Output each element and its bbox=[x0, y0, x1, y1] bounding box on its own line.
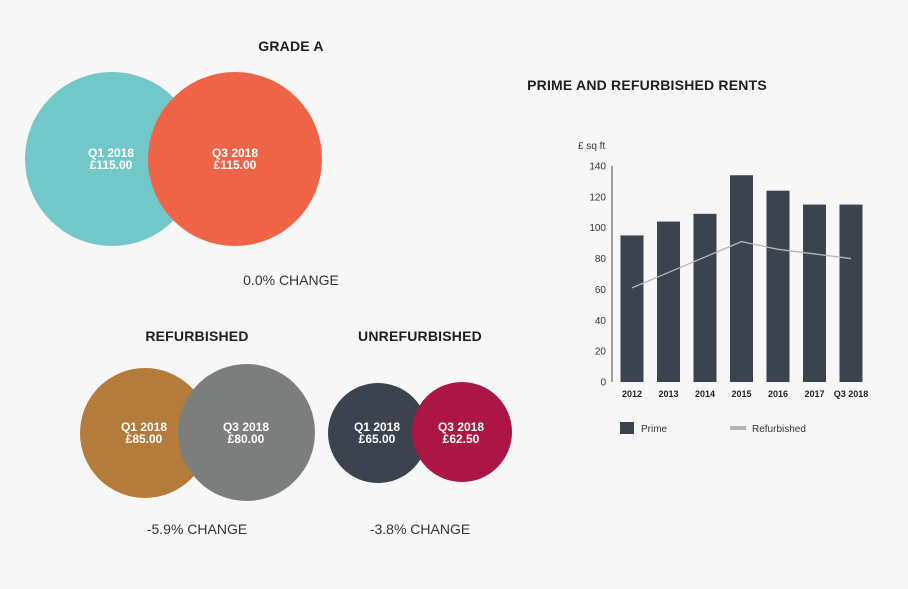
y-tick-label: 40 bbox=[595, 316, 607, 327]
refurbished-title: REFURBISHED bbox=[145, 328, 249, 344]
unrefurbished-q3-value: £62.50 bbox=[442, 432, 480, 446]
refurbished-line bbox=[631, 240, 852, 289]
y-tick-label: 140 bbox=[589, 162, 606, 173]
grade-a-q3-label: Q3 2018 £115.00 bbox=[212, 147, 258, 171]
grade-a-q3-circle bbox=[148, 72, 322, 246]
unrefurbished-q1-circle bbox=[328, 383, 428, 483]
x-tick-label: 2015 bbox=[731, 389, 751, 399]
x-tick-label: 2016 bbox=[768, 389, 788, 399]
prime-bar bbox=[839, 204, 863, 382]
y-tick-label: 0 bbox=[600, 378, 606, 389]
y-tick-label: 120 bbox=[589, 192, 606, 203]
refurbished-q1-label: Q1 2018 £85.00 bbox=[121, 421, 167, 445]
prime-bar bbox=[803, 204, 826, 382]
refurbished-q1-period: Q1 2018 bbox=[120, 420, 168, 434]
refurbished-q3-period: Q3 2018 bbox=[222, 420, 270, 434]
unrefurbished-q1-label: Q1 2018 £65.00 bbox=[354, 421, 400, 445]
unrefurbished-q1-value: £65.00 bbox=[358, 432, 396, 446]
unrefurbished-q3-circle bbox=[412, 382, 512, 482]
grade-a-q3-period: Q3 2018 bbox=[211, 146, 259, 160]
unrefurbished-title: UNREFURBISHED bbox=[358, 328, 482, 344]
grade-a-change: 0.0% CHANGE bbox=[243, 272, 339, 288]
refurbished-q1-value: £85.00 bbox=[125, 432, 163, 446]
unrefurbished-q3-label: Q3 2018 £62.50 bbox=[438, 421, 484, 445]
prime-bar bbox=[693, 213, 717, 382]
chart-title: PRIME AND REFURBISHED RENTS bbox=[527, 77, 767, 93]
unrefurbished-change: -3.8% CHANGE bbox=[369, 521, 471, 537]
unrefurbished-q1-period: Q1 2018 bbox=[353, 420, 401, 434]
legend-prime-label: Prime bbox=[641, 424, 668, 435]
rents-chart: £ sq ft 0 20 40 60 80 100 120 140 2012 2013 2014 2… bbox=[578, 141, 869, 435]
grade-a-q1-label: Q1 2018 £115.00 bbox=[88, 147, 134, 171]
legend-refurbished-swatch bbox=[730, 426, 746, 430]
y-axis-unit-label: £ sq ft bbox=[578, 141, 605, 152]
legend-refurbished-label: Refurbished bbox=[752, 424, 806, 435]
y-tick-label: 80 bbox=[595, 254, 607, 265]
grade-a-q1-value: £115.00 bbox=[89, 158, 133, 172]
y-tick-label: 20 bbox=[595, 347, 607, 358]
refurbished-q3-circle bbox=[178, 364, 315, 501]
y-tick-label: 100 bbox=[589, 223, 606, 234]
refurbished-q3-value: £80.00 bbox=[227, 432, 265, 446]
unrefurbished-q3-period: Q3 2018 bbox=[437, 420, 485, 434]
x-tick-label: Q3 2018 bbox=[834, 389, 869, 399]
x-tick-label: 2013 bbox=[658, 389, 678, 399]
y-tick-label: 60 bbox=[595, 285, 607, 296]
refurbished-q3-label: Q3 2018 £80.00 bbox=[223, 421, 269, 445]
prime-bar bbox=[730, 175, 753, 382]
grade-a-q1-period: Q1 2018 bbox=[87, 146, 135, 160]
x-tick-label: 2012 bbox=[622, 389, 642, 399]
x-tick-label: 2017 bbox=[804, 389, 824, 399]
prime-bar bbox=[620, 235, 644, 382]
grade-a-title: GRADE A bbox=[258, 38, 324, 54]
grade-a-q3-value: £115.00 bbox=[213, 158, 257, 172]
refurbished-change: -5.9% CHANGE bbox=[146, 521, 248, 537]
prime-bar bbox=[766, 190, 790, 382]
legend-prime-swatch bbox=[620, 422, 634, 434]
prime-bar bbox=[657, 221, 680, 382]
x-tick-label: 2014 bbox=[695, 389, 715, 399]
